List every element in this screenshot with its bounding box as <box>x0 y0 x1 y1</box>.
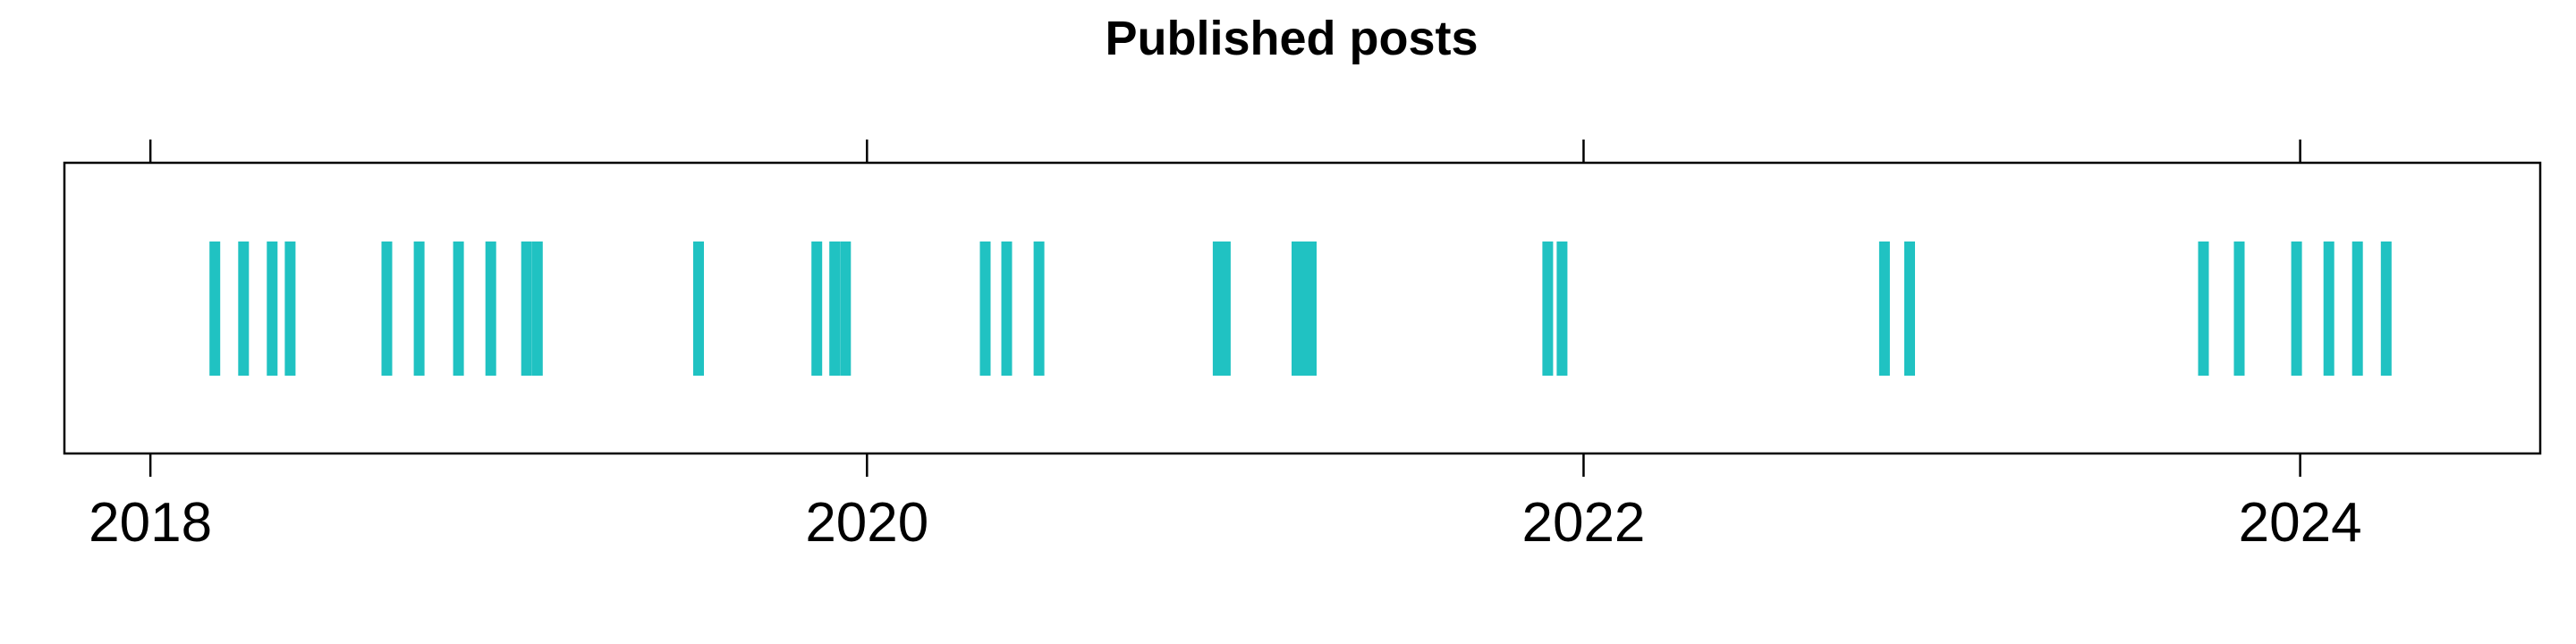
post-mark-11 <box>811 242 823 376</box>
post-mark-15 <box>1001 242 1013 376</box>
post-mark-24 <box>1878 242 1890 376</box>
chart-title: Published posts <box>1105 12 1478 65</box>
post-mark-5 <box>413 242 425 376</box>
post-mark-14 <box>979 242 991 376</box>
tick-labels: 2018 2020 2022 2024 <box>89 492 2361 554</box>
x-tick-label-2020: 2020 <box>805 492 928 554</box>
post-mark-31 <box>2380 242 2392 376</box>
post-mark-4 <box>381 242 393 376</box>
post-mark-21 <box>1306 242 1317 376</box>
post-mark-9 <box>531 242 543 376</box>
post-mark-23 <box>1556 242 1568 376</box>
post-mark-0 <box>209 242 221 376</box>
post-mark-1 <box>238 242 250 376</box>
post-mark-22 <box>1542 242 1554 376</box>
post-mark-6 <box>453 242 464 376</box>
x-tick-label-2024: 2024 <box>2239 492 2362 554</box>
post-mark-26 <box>2198 242 2209 376</box>
post-mark-29 <box>2323 242 2334 376</box>
post-mark-2 <box>267 242 278 376</box>
post-mark-25 <box>1904 242 1915 376</box>
post-mark-27 <box>2233 242 2245 376</box>
post-mark-3 <box>284 242 296 376</box>
x-tick-label-2018: 2018 <box>89 492 212 554</box>
x-tick-label-2022: 2022 <box>1521 492 1645 554</box>
post-mark-30 <box>2351 242 2363 376</box>
post-mark-28 <box>2291 242 2302 376</box>
post-mark-16 <box>1033 242 1045 376</box>
axis-ticks <box>148 140 2301 477</box>
post-mark-8 <box>521 242 532 376</box>
post-mark-18 <box>1219 242 1231 376</box>
post-mark-13 <box>840 242 852 376</box>
plot-frame <box>63 161 2542 455</box>
post-mark-10 <box>693 242 704 376</box>
post-mark-12 <box>829 242 841 376</box>
post-marks <box>209 242 2392 376</box>
post-mark-7 <box>485 242 496 376</box>
